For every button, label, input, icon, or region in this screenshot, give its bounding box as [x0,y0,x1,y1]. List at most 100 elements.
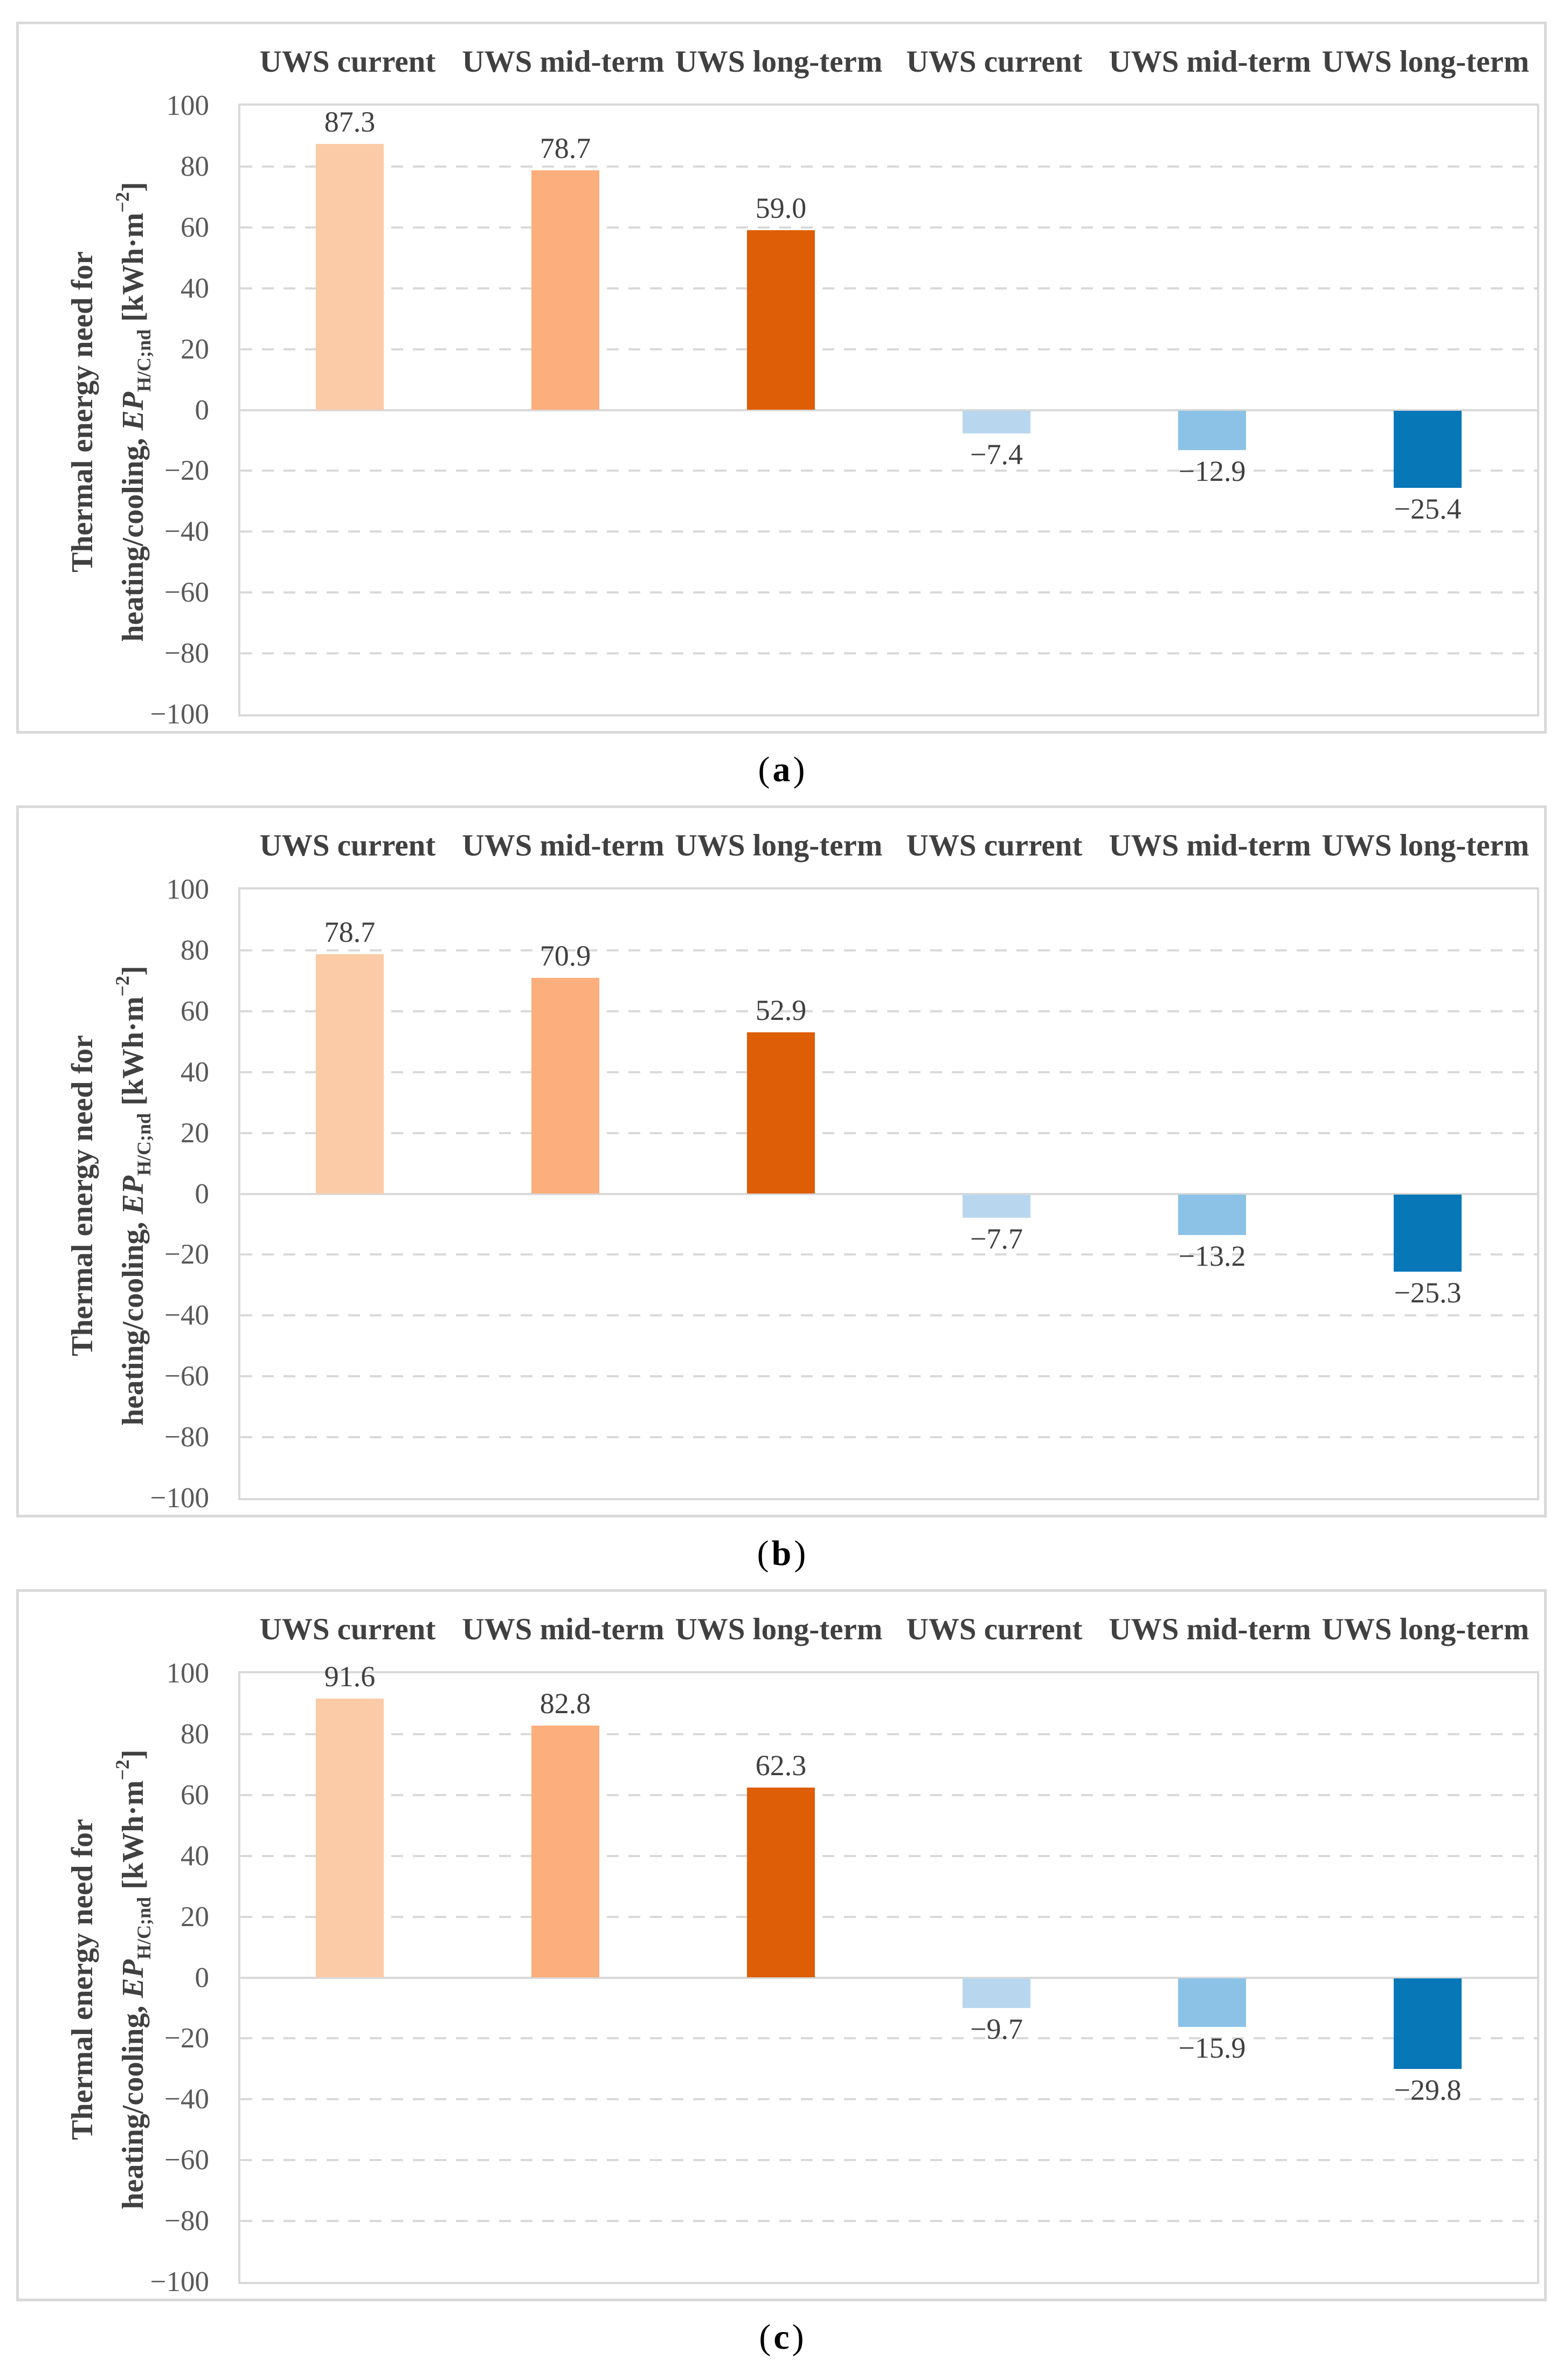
y-axis-tick-label: −60 [164,577,209,609]
bar [1394,411,1462,488]
gridline [240,2037,1537,2040]
y-axis-tick-label: 20 [181,1901,209,1933]
caption-a: (a) [16,734,1547,805]
y-axis-tick-label: 0 [195,394,210,426]
y-axis-tick-label: −100 [150,699,209,730]
y-axis-tick-label: −40 [164,516,209,548]
bar [1394,1195,1462,1272]
caption-b: (b) [16,1517,1547,1589]
caption-paren-open: ( [758,749,770,789]
gridline [240,470,1537,472]
y-axis-tick-label: −20 [164,455,209,487]
bar-value-label: 78.7 [539,132,591,164]
plot-area: 87.3 78.7 59.0 −7.4 −12.9 −25.4 [238,104,1539,716]
gridline [240,348,1537,350]
column-header: UWS long-term [1321,45,1530,79]
y-axis-tick-label: −20 [164,1239,209,1271]
bar-value-label: 78.7 [324,916,376,948]
bar-value-label: 91.6 [324,1660,376,1693]
y-axis-tick-label: 0 [195,1178,210,1210]
bar [747,1788,815,1977]
y-axis-tick-label: 60 [181,1779,209,1811]
gridline [240,2098,1537,2101]
bar [531,170,599,410]
column-header: UWS current [259,829,436,863]
y-axis-tick-label: −100 [150,2266,209,2298]
gridline [240,165,1537,168]
bar-value-label: −29.8 [1394,2074,1462,2106]
zero-axis-line [240,1976,1537,1979]
gridline [240,226,1537,229]
bar [747,230,815,410]
column-header: UWS current [906,829,1083,863]
y-axis-tick-label: −20 [164,2023,209,2054]
column-header: UWS mid-term [1109,829,1311,863]
y-axis-tick-label: −60 [164,2144,209,2176]
bar [316,954,384,1194]
column-header: UWS current [259,1612,436,1646]
bar [1178,1978,1246,2027]
y-axis-tick-label: −80 [164,2205,209,2237]
column-header: UWS long-term [1321,829,1530,863]
bar [963,1978,1030,2008]
caption-paren-open: ( [757,1533,769,1573]
bar-chart-a: UWS current UWS mid-term UWS long-term UWS … [16,22,1547,734]
column-header: UWS long-term [675,45,883,79]
bar-value-label: 82.8 [539,1687,591,1720]
caption-paren-open: ( [759,2317,771,2357]
gridline [240,1793,1537,1796]
bar [316,144,384,410]
bar [963,411,1030,433]
column-header: UWS current [906,45,1083,79]
gridline [240,1253,1537,1256]
gridline [240,1010,1537,1012]
bar [963,1195,1030,1218]
bar-chart-c: UWS current UWS mid-term UWS long-term UWS … [16,1589,1547,2301]
gridline [240,591,1537,594]
y-axis-tick-label: 60 [181,211,209,243]
column-header: UWS current [259,45,436,79]
y-axis-tick-label: 80 [181,934,209,966]
bar-value-label: 59.0 [755,192,807,224]
bar-value-label: 52.9 [755,994,807,1026]
column-header: UWS long-term [675,1612,883,1646]
y-axis-tick-label: 40 [181,1840,209,1872]
bar-value-label: −13.2 [1178,1240,1246,1272]
caption-letter: a [772,749,791,789]
chart-section-a: UWS current UWS mid-term UWS long-term UWS … [0,22,1564,805]
caption-paren-close: ) [793,749,805,789]
y-axis-tick-label: −80 [164,1422,209,1453]
caption-c: (c) [16,2301,1547,2373]
bar-value-label: −25.3 [1394,1277,1462,1309]
y-axis-tick-label: 100 [166,90,210,121]
y-axis-tick-label: 60 [181,995,209,1027]
y-axis-tick-label: 100 [166,1658,210,1689]
gridline [240,2220,1537,2223]
y-axis-tick-label: 40 [181,1056,209,1088]
y-axis-tick-labels: 100 80 60 40 20 0 −20 −40 −60 −80 −100 [19,90,210,730]
gridline [240,1915,1537,1918]
bar-value-label: −15.9 [1178,2032,1246,2064]
column-header: UWS current [906,1612,1083,1646]
plot-area: 78.7 70.9 52.9 −7.7 −13.2 −25.3 [238,887,1539,1500]
y-axis-tick-labels: 100 80 60 40 20 0 −20 −40 −60 −80 −100 [19,1658,210,2298]
gridline [240,530,1537,533]
column-header: UWS mid-term [1109,1612,1311,1646]
gridline [240,1733,1537,1735]
bar [316,1699,384,1977]
bar-value-label: 70.9 [539,940,591,972]
y-axis-tick-label: 20 [181,1117,209,1149]
chart-section-c: UWS current UWS mid-term UWS long-term UWS … [0,1589,1564,2373]
bar-value-label: −7.7 [970,1223,1023,1255]
y-axis-tick-label: 80 [181,150,209,182]
zero-axis-line [240,1192,1537,1195]
column-header: UWS mid-term [462,829,665,863]
bar-chart-b: UWS current UWS mid-term UWS long-term UWS … [16,805,1547,1517]
y-axis-tick-label: −40 [164,1300,209,1332]
bar-value-label: 62.3 [755,1749,807,1782]
gridline [240,1071,1537,1073]
y-axis-tick-label: 80 [181,1718,209,1750]
gridline [240,287,1537,289]
y-axis-tick-label: 0 [195,1962,210,1993]
